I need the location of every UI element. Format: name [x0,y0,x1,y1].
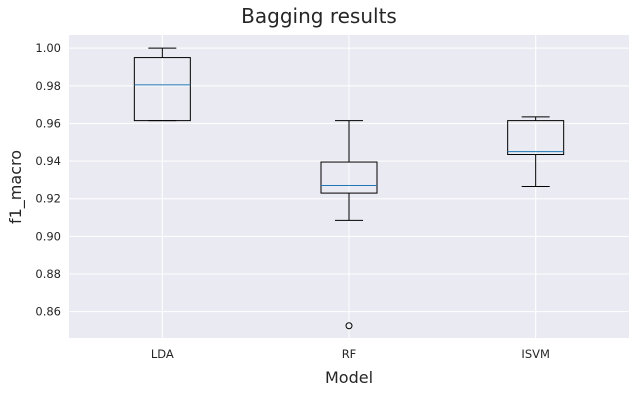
y-tick-label: 0.86 [35,305,61,319]
y-tick-label: 0.98 [35,79,61,93]
y-tick-label: 0.94 [35,154,61,168]
iqr-box [507,120,565,156]
iqr-box [320,161,378,194]
chart-title: Bagging results [241,4,397,28]
x-tick-label: LDA [151,347,174,361]
iqr-box [133,57,191,122]
box-lda [133,47,191,122]
y-tick-label: 1.00 [35,41,61,55]
y-tick-label: 0.92 [35,192,61,206]
y-tick-label: 0.90 [35,229,61,243]
x-axis-label: Model [325,368,373,387]
x-tick-label: ISVM [521,347,549,361]
box-rf [320,120,378,330]
y-tick-label: 0.88 [35,267,61,281]
y-axis-label: f1_macro [6,150,26,224]
outlier-point [345,322,353,330]
box-isvm [507,116,565,187]
boxes [133,47,565,330]
tick-labels: 0.86 0.88 0.90 0.92 0.94 0.96 0.98 1.00 LDA RF ISV… [35,41,550,361]
x-tick-label: RF [342,347,357,361]
y-tick-label: 0.96 [35,116,61,130]
